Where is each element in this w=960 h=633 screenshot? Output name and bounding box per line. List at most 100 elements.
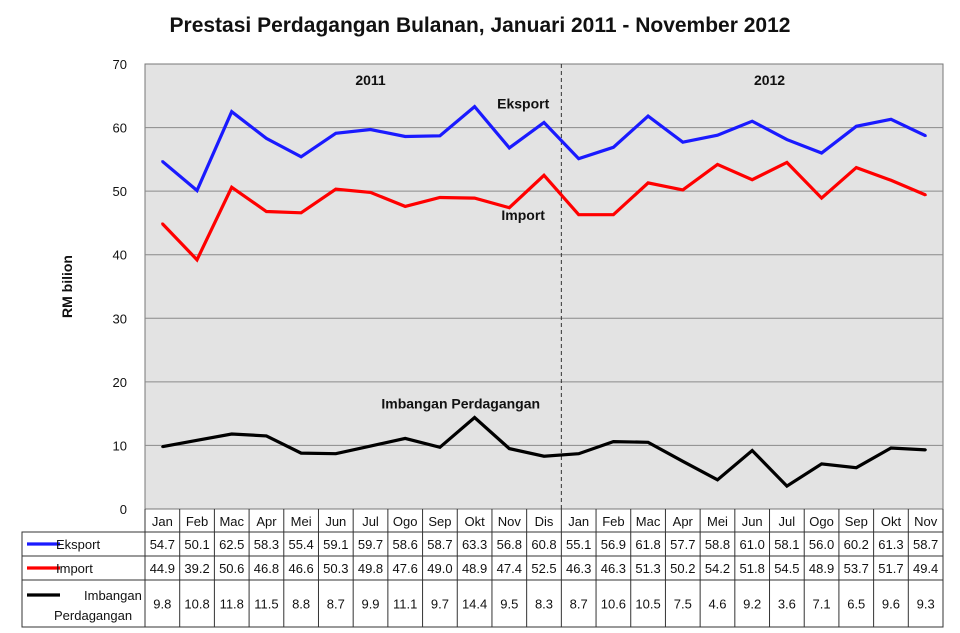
year-label-2012: 2012 bbox=[754, 72, 785, 88]
data-point bbox=[265, 137, 268, 140]
table-cell: 58.6 bbox=[393, 537, 418, 552]
table-cell: 9.5 bbox=[500, 597, 518, 612]
table-cell: 4.6 bbox=[708, 597, 726, 612]
table-cell: 56.0 bbox=[809, 537, 834, 552]
table-cell: 8.7 bbox=[327, 597, 345, 612]
table-cell: 56.8 bbox=[497, 537, 522, 552]
data-point bbox=[612, 213, 615, 216]
data-point bbox=[473, 105, 476, 108]
data-point bbox=[195, 439, 199, 442]
data-point bbox=[889, 446, 893, 450]
x-tick-label: Mac bbox=[219, 514, 244, 529]
table-cell: 58.1 bbox=[774, 537, 799, 552]
table-cell: 53.7 bbox=[844, 561, 869, 576]
data-point bbox=[612, 146, 615, 149]
data-point bbox=[716, 478, 719, 481]
data-point bbox=[750, 120, 754, 123]
data-point bbox=[334, 188, 338, 191]
data-point bbox=[750, 178, 754, 181]
table-cell: 58.7 bbox=[427, 537, 452, 552]
x-tick-label: Okt bbox=[881, 514, 902, 529]
table-cell: 10.5 bbox=[635, 597, 660, 612]
table-cell: 49.4 bbox=[913, 561, 938, 576]
data-point bbox=[299, 451, 303, 455]
x-tick-label: Jan bbox=[152, 514, 173, 529]
data-point bbox=[542, 174, 546, 177]
data-point bbox=[577, 452, 580, 455]
table-cell: 8.3 bbox=[535, 597, 553, 612]
data-point bbox=[681, 188, 684, 192]
x-tick-label: Nov bbox=[914, 514, 938, 529]
data-point bbox=[473, 416, 476, 419]
x-tick-label: Dis bbox=[535, 514, 554, 529]
data-point bbox=[855, 125, 858, 128]
data-point bbox=[612, 440, 615, 443]
x-tick-label: Jul bbox=[362, 514, 379, 529]
data-point bbox=[369, 191, 372, 194]
x-tick-label: Feb bbox=[602, 514, 624, 529]
plot-area bbox=[144, 63, 944, 510]
y-tick-label: 60 bbox=[113, 121, 127, 136]
data-point bbox=[161, 222, 164, 225]
data-point bbox=[820, 151, 823, 155]
data-point bbox=[230, 432, 233, 436]
table-cell: 63.3 bbox=[462, 537, 487, 552]
table-cell: 60.2 bbox=[844, 537, 869, 552]
table-cell: 52.5 bbox=[531, 561, 556, 576]
data-point bbox=[334, 452, 338, 455]
table-cell: 51.7 bbox=[878, 561, 903, 576]
y-tick-label: 20 bbox=[113, 375, 127, 390]
x-tick-label: Jul bbox=[779, 514, 796, 529]
data-point bbox=[681, 460, 684, 463]
table-cell: 62.5 bbox=[219, 537, 244, 552]
data-point bbox=[716, 163, 719, 166]
x-tick-label: Apr bbox=[673, 514, 694, 529]
table-cell: 61.8 bbox=[635, 537, 660, 552]
x-tick-label: Sep bbox=[845, 514, 868, 529]
data-point bbox=[334, 132, 338, 135]
series-label-eksport: Eksport bbox=[497, 96, 549, 112]
legend-label: Eksport bbox=[56, 537, 100, 552]
data-point bbox=[889, 179, 893, 182]
x-tick-label: Jun bbox=[325, 514, 346, 529]
table-cell: 6.5 bbox=[847, 597, 865, 612]
table-cell: 61.3 bbox=[878, 537, 903, 552]
data-point bbox=[820, 196, 823, 200]
y-tick-label: 40 bbox=[113, 248, 127, 263]
table-cell: 54.7 bbox=[150, 537, 175, 552]
table-cell: 9.8 bbox=[153, 597, 171, 612]
data-point bbox=[404, 437, 407, 440]
data-point bbox=[508, 146, 511, 150]
x-tick-label: Mei bbox=[291, 514, 312, 529]
y-tick-label: 70 bbox=[113, 57, 127, 72]
data-point bbox=[855, 466, 858, 469]
data-point bbox=[369, 128, 372, 131]
data-point bbox=[299, 155, 303, 159]
table-cell: 44.9 bbox=[150, 561, 175, 576]
data-point bbox=[438, 446, 442, 449]
legend-label: Import bbox=[56, 561, 93, 576]
x-tick-label: Okt bbox=[464, 514, 485, 529]
data-point bbox=[716, 134, 719, 137]
data-point bbox=[785, 161, 789, 164]
year-label-2011: 2011 bbox=[355, 72, 386, 88]
x-tick-label: Sep bbox=[428, 514, 451, 529]
data-point bbox=[230, 186, 233, 189]
table-cell: 46.3 bbox=[601, 561, 626, 576]
table-cell: 11.1 bbox=[393, 597, 417, 612]
data-point bbox=[473, 196, 476, 200]
y-tick-label: 0 bbox=[120, 502, 127, 517]
x-tick-label: Mac bbox=[636, 514, 661, 529]
data-point bbox=[750, 449, 754, 452]
x-tick-label: Jun bbox=[742, 514, 763, 529]
data-point bbox=[646, 441, 650, 444]
x-tick-label: Ogo bbox=[393, 514, 418, 529]
table-cell: 51.3 bbox=[635, 561, 660, 576]
data-point bbox=[681, 140, 684, 144]
data-point bbox=[542, 455, 546, 458]
data-point bbox=[820, 462, 823, 466]
data-point bbox=[785, 484, 789, 488]
x-tick-label: Feb bbox=[186, 514, 208, 529]
table-cell: 8.8 bbox=[292, 597, 310, 612]
